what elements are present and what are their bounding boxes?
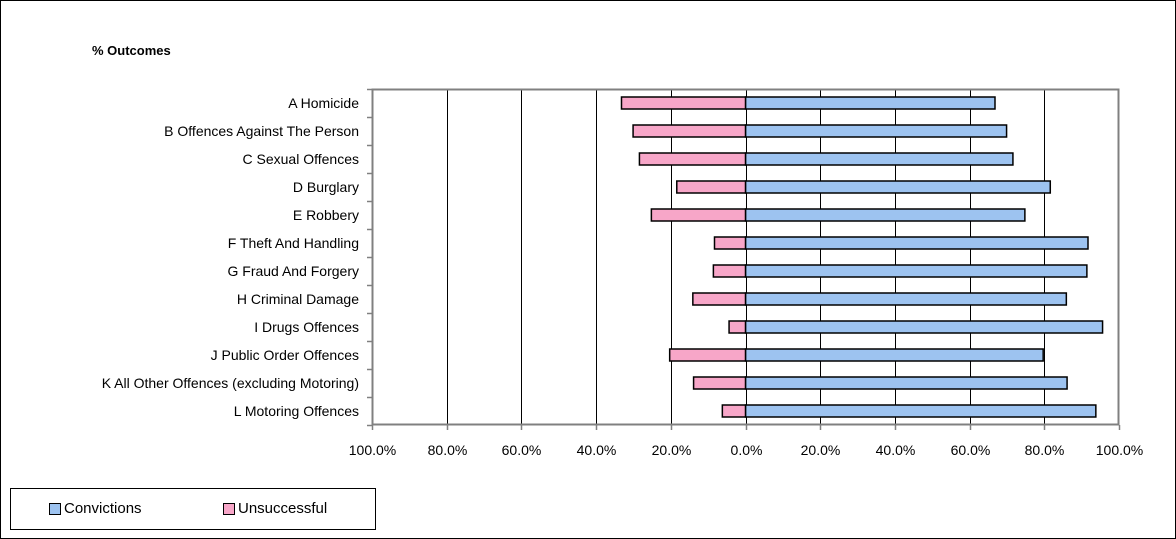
plot-area <box>372 89 1119 425</box>
bar-unsuccessful <box>712 264 747 278</box>
bar-convictions <box>744 348 1044 362</box>
x-tick-label: 80.0% <box>1025 442 1065 458</box>
bar-unsuccessful <box>668 348 747 362</box>
category-label: L Motoring Offences <box>234 403 359 419</box>
bar-convictions <box>744 292 1068 306</box>
category-label: J Public Order Offences <box>211 347 359 363</box>
x-tick-label: 20.0% <box>801 442 841 458</box>
chart-title: % Outcomes <box>92 43 171 58</box>
category-label: G Fraud And Forgery <box>227 263 359 279</box>
bar-unsuccessful <box>713 236 747 250</box>
bar-unsuccessful <box>721 404 747 418</box>
bar-convictions <box>744 404 1097 418</box>
category-label: D Burglary <box>293 179 359 195</box>
bar-convictions <box>744 152 1014 166</box>
legend-swatch-convictions <box>49 502 61 515</box>
bar-convictions <box>744 376 1068 390</box>
legend-label-unsuccessful: Unsuccessful <box>238 500 328 517</box>
category-label: F Theft And Handling <box>228 235 359 251</box>
legend: Convictions Unsuccessful <box>10 488 376 530</box>
bar-unsuccessful <box>676 180 747 194</box>
bar-convictions <box>744 208 1026 222</box>
bar-convictions <box>744 180 1052 194</box>
legend-item-convictions: Convictions <box>49 500 142 517</box>
x-tick-label: 20.0% <box>652 442 692 458</box>
bar-convictions <box>744 264 1088 278</box>
category-label: K All Other Offences (excluding Motoring… <box>102 375 359 391</box>
bar-unsuccessful <box>728 320 747 334</box>
x-tick-label: 100.0% <box>1096 442 1143 458</box>
bar-convictions <box>744 96 996 110</box>
bar-convictions <box>744 320 1104 334</box>
x-tick-label: 100.0% <box>349 442 396 458</box>
bar-unsuccessful <box>638 152 747 166</box>
category-label: B Offences Against The Person <box>164 123 359 139</box>
bar-unsuccessful <box>620 96 747 110</box>
category-label: C Sexual Offences <box>243 151 359 167</box>
category-label: I Drugs Offences <box>254 319 359 335</box>
category-label: E Robbery <box>293 207 359 223</box>
legend-label-convictions: Convictions <box>64 500 142 517</box>
x-tick-label: 40.0% <box>876 442 916 458</box>
bar-convictions <box>744 124 1008 138</box>
x-tick-label: 40.0% <box>577 442 617 458</box>
legend-swatch-unsuccessful <box>223 502 235 515</box>
bar-convictions <box>744 236 1089 250</box>
category-label: H Criminal Damage <box>237 291 359 307</box>
legend-item-unsuccessful: Unsuccessful <box>223 500 327 517</box>
bar-unsuccessful <box>650 208 747 222</box>
x-tick-label: 80.0% <box>428 442 468 458</box>
bar-unsuccessful <box>632 124 747 138</box>
bar-unsuccessful <box>692 376 747 390</box>
category-label: A Homicide <box>288 95 359 111</box>
plot-border <box>371 88 1120 426</box>
bar-unsuccessful <box>692 292 747 306</box>
x-tick-label: 0.0% <box>731 442 763 458</box>
x-tick-label: 60.0% <box>951 442 991 458</box>
x-tick-label: 60.0% <box>502 442 542 458</box>
